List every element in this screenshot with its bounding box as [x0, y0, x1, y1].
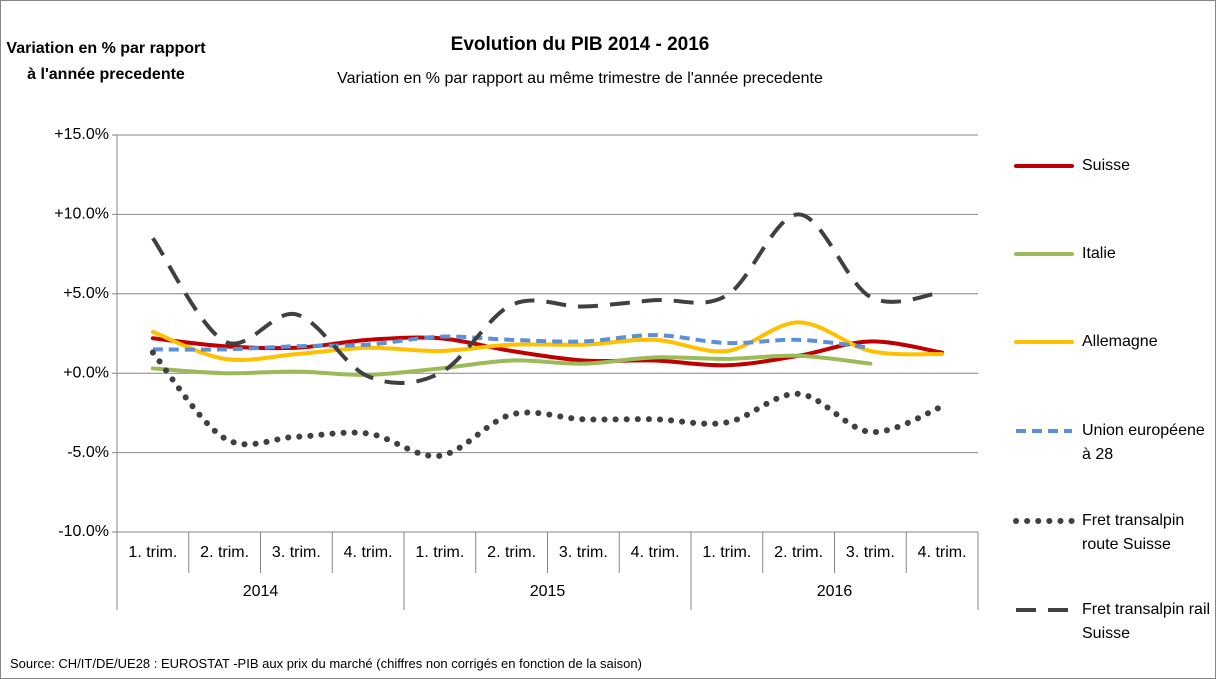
legend-label: Italie [1082, 245, 1116, 262]
legend-label: Union européene à 28 [1082, 422, 1205, 463]
y-axis-title: Variation en % par rapport à l'année pre… [6, 40, 206, 83]
chart-subtitle: Variation en % par rapport au même trime… [337, 70, 823, 87]
series-line [150, 320, 945, 363]
series-line [150, 353, 873, 377]
y-tick-label: +0.0% [63, 364, 109, 381]
source-note: Source: CH/IT/DE/UE28 : EUROSTAT -PIB au… [10, 656, 642, 671]
x-group-label: 2015 [530, 583, 566, 600]
legend-label: Suisse [1082, 157, 1131, 174]
legend-label: Allemagne [1082, 333, 1158, 350]
x-tick-label: 4. trim. [631, 544, 680, 561]
x-tick-label: 4. trim. [918, 544, 967, 561]
series-line [149, 349, 946, 459]
x-tick-label: 3. trim. [559, 544, 608, 561]
y-tick-label: +5.0% [63, 285, 109, 302]
x-group-label: 2016 [817, 583, 853, 600]
x-tick-label: 2. trim. [774, 544, 823, 561]
x-group-label: 2014 [243, 583, 279, 600]
x-tick-label: 4. trim. [344, 544, 393, 561]
x-tick-label: 2. trim. [487, 544, 536, 561]
x-tick-label: 3. trim. [846, 544, 895, 561]
x-tick-label: 1. trim. [128, 544, 177, 561]
x-tick-label: 1. trim. [702, 544, 751, 561]
y-tick-label: -5.0% [67, 444, 109, 461]
x-tick-label: 3. trim. [272, 544, 321, 561]
y-tick-label: -10.0% [58, 523, 109, 540]
series-line [152, 333, 871, 352]
chart-title: Evolution du PIB 2014 - 2016 [450, 34, 710, 55]
y-tick-label: +15.0% [54, 126, 109, 143]
y-tick-label: +10.0% [54, 206, 109, 223]
x-tick-label: 2. trim. [200, 544, 249, 561]
x-tick-label: 1. trim. [415, 544, 464, 561]
legend-label: Fret transalpin route Suisse [1082, 512, 1185, 553]
legend-label: Fret transalpin rail Suisse [1082, 601, 1211, 642]
series-line [151, 212, 943, 386]
